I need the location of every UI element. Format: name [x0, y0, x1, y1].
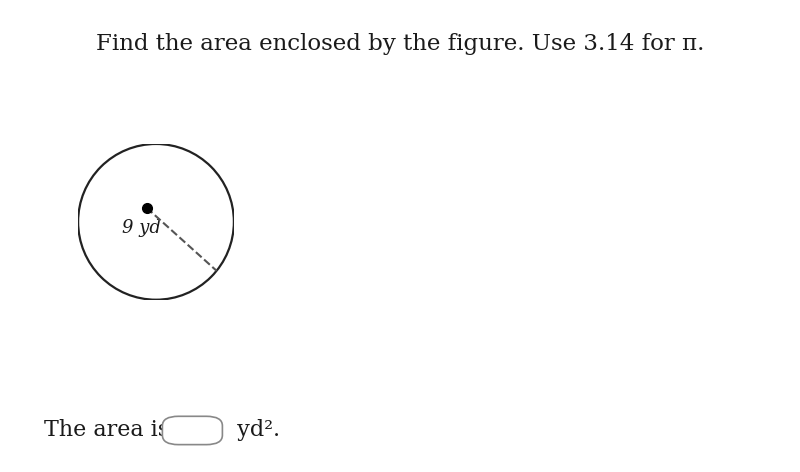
- Text: yd².: yd².: [230, 420, 281, 441]
- Text: The area is: The area is: [44, 420, 176, 441]
- FancyBboxPatch shape: [162, 416, 222, 445]
- Text: Find the area enclosed by the figure. Use 3.14 for π.: Find the area enclosed by the figure. Us…: [96, 33, 704, 55]
- Text: 9 yd: 9 yd: [122, 219, 161, 237]
